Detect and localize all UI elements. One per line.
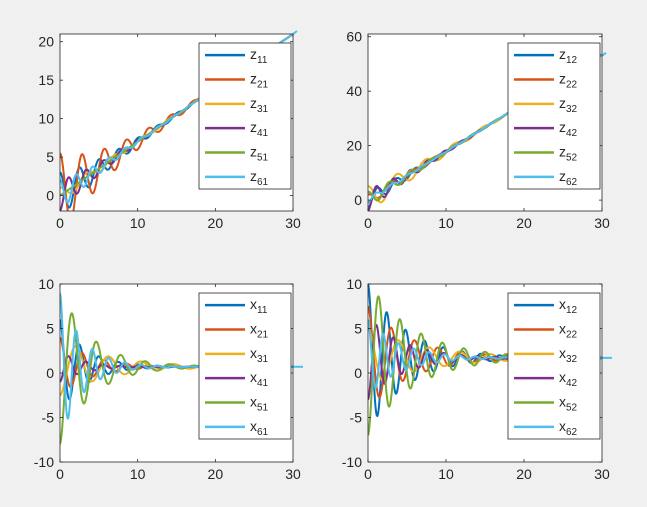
y-tick-label: 10 [38, 276, 54, 292]
legend-label-5: z51 [250, 144, 269, 164]
legend-label-2: z21 [250, 71, 269, 91]
x-tick-label: 30 [594, 215, 610, 231]
legend-label-4: z42 [559, 119, 578, 139]
y-tick-label: -5 [350, 410, 363, 426]
x-tick-label: 20 [516, 466, 532, 482]
legend-label-3: z31 [250, 95, 269, 115]
x-tick-label: 20 [516, 215, 532, 231]
x-tick-label: 10 [130, 466, 146, 482]
legend-label-1: x12 [559, 296, 578, 316]
legend: z12 z22 z32 z42 z52 z62 [507, 42, 601, 190]
legend-box [507, 292, 601, 440]
legend-label-1: z12 [559, 46, 578, 66]
x-tick-label: 20 [208, 215, 224, 231]
subplot-top-left: 0 10 20 30 0 5 10 15 20 z11 z21 z31 z41 z51 z61 [38, 30, 301, 231]
y-tick-label: 20 [346, 138, 362, 154]
legend-label-3: z32 [559, 95, 578, 115]
x-tick-label: 10 [130, 215, 146, 231]
y-tick-label: 60 [346, 29, 362, 45]
legend-box [198, 42, 292, 190]
x-tick-label: 0 [56, 466, 64, 482]
y-tick-label: 15 [38, 72, 54, 88]
x-tick-label: 30 [594, 466, 610, 482]
legend-label-4: x42 [559, 369, 578, 389]
legend-label-2: z22 [559, 71, 578, 91]
x-tick-label: 10 [438, 466, 454, 482]
y-tick-label: 5 [354, 321, 362, 337]
y-tick-label: -10 [34, 454, 54, 470]
y-tick-label: 20 [38, 34, 54, 50]
y-tick-label: 5 [46, 321, 54, 337]
x-tick-label: 10 [438, 215, 454, 231]
legend-label-5: x51 [250, 394, 269, 414]
series-line-overhang [292, 30, 298, 35]
legend-label-6: z61 [250, 168, 269, 188]
x-tick-label: 0 [364, 215, 372, 231]
series-line-overhang [601, 51, 607, 57]
y-tick-label: 0 [354, 365, 362, 381]
legend-label-3: x31 [250, 345, 269, 365]
x-tick-label: 0 [364, 466, 372, 482]
axes-box [59, 33, 294, 212]
y-tick-label: 5 [46, 149, 54, 165]
subplot-bottom-right: 0 10 20 30 -10 -5 0 5 10 x12 x22 x32 x42 x52 x62 [342, 276, 612, 482]
legend-label-5: x52 [559, 394, 578, 414]
x-tick-label: 30 [285, 466, 301, 482]
y-tick-label: 0 [46, 365, 54, 381]
subplot-top-right: 0 10 20 30 0 20 40 60 z12 z22 z32 z42 z52 z62 [346, 29, 610, 231]
legend: z11 z21 z31 z41 z51 z61 [198, 42, 292, 190]
legend-label-1: x11 [250, 296, 268, 316]
x-tick-label: 30 [285, 215, 301, 231]
y-tick-label: 10 [38, 111, 54, 127]
legend-box [507, 42, 601, 190]
legend-label-6: z62 [559, 168, 578, 188]
x-tick-label: 20 [208, 466, 224, 482]
legend-label-1: z11 [250, 46, 268, 66]
legend-label-2: x22 [559, 321, 578, 341]
legend-label-3: x32 [559, 345, 578, 365]
y-tick-label: 0 [354, 192, 362, 208]
legend-label-5: z52 [559, 144, 578, 164]
legend-label-4: x41 [250, 369, 269, 389]
legend-label-2: x21 [250, 321, 269, 341]
y-tick-label: -5 [42, 410, 55, 426]
axes-box [367, 33, 603, 212]
x-tick-label: 0 [56, 215, 64, 231]
y-tick-label: 40 [346, 83, 362, 99]
y-tick-label: -10 [342, 454, 362, 470]
legend-label-4: z41 [250, 119, 269, 139]
legend-label-6: x62 [559, 418, 578, 438]
y-tick-label: 0 [46, 188, 54, 204]
y-tick-label: 10 [346, 276, 362, 292]
legend-box [198, 292, 292, 440]
legend: x11 x21 x31 x41 x51 x61 [198, 292, 292, 440]
legend-label-6: x61 [250, 418, 269, 438]
subplot-bottom-left: 0 10 20 30 -10 -5 0 5 10 x11 x21 x31 x41 x51 x61 [34, 276, 303, 482]
legend: x12 x22 x32 x42 x52 x62 [507, 292, 601, 440]
